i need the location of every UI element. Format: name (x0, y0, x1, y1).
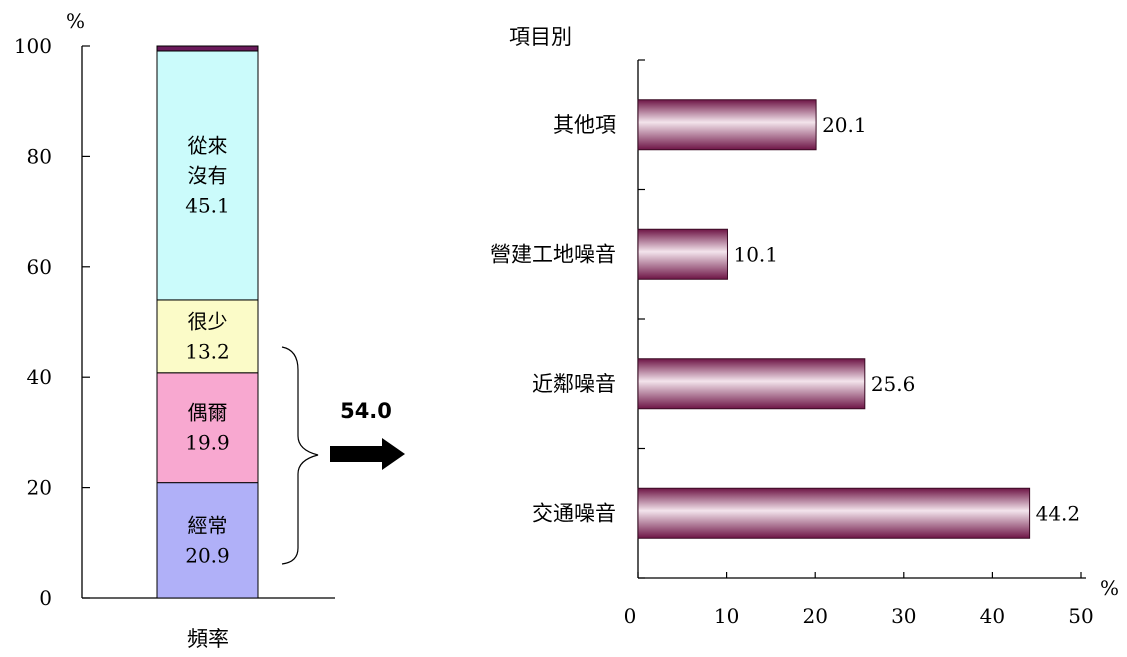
bar (637, 228, 728, 280)
x-tick-label: 40 (980, 604, 1005, 628)
x-tick-label: 20 (802, 604, 827, 628)
y-axis-ticks: 0 20 40 60 80 100 (14, 34, 90, 610)
x-axis-ticks: 0 10 20 30 40 50 (624, 572, 1094, 628)
y-tick-label: 20 (27, 476, 52, 500)
chart-title: 項目別 (509, 25, 572, 49)
category-label: 近鄰噪音 (532, 372, 616, 396)
category-label: 其他項 (553, 113, 616, 137)
segment-label: 19.9 (185, 431, 230, 455)
value-label: 44.2 (1036, 501, 1081, 525)
y-axis-unit-label: % (66, 9, 85, 33)
x-axis-title: 頻率 (187, 627, 229, 651)
y-tick-label: 80 (27, 144, 52, 168)
stacked-segment (156, 45, 259, 52)
segment-label: 13.2 (185, 339, 230, 363)
x-axis-unit-label: % (1100, 576, 1119, 600)
value-label: 25.6 (871, 372, 916, 396)
bar (637, 358, 866, 410)
category-ticks (638, 59, 645, 579)
stacked-segment (156, 482, 259, 599)
y-tick-label: 60 (27, 255, 52, 279)
segment-label: 從來 (188, 133, 228, 157)
segment-label: 20.9 (185, 543, 230, 567)
segment-label: 沒有 (188, 163, 228, 187)
bracket-total-label: 54.0 (340, 399, 392, 423)
segment-label: 45.1 (185, 193, 230, 217)
bracket (281, 346, 319, 565)
segment-label: 經常 (188, 513, 228, 537)
arrow-icon (330, 438, 405, 470)
bar (637, 99, 817, 151)
stacked-segment (156, 299, 259, 374)
value-label: 10.1 (733, 242, 778, 266)
y-tick-label: 0 (39, 586, 52, 610)
segment-label: 很少 (188, 309, 228, 333)
value-label: 20.1 (822, 113, 867, 137)
stacked-segment (156, 50, 259, 301)
x-tick-label: 10 (714, 604, 739, 628)
x-tick-label: 30 (891, 604, 916, 628)
y-tick-label: 100 (14, 34, 52, 58)
category-label: 交通噪音 (532, 501, 616, 525)
bars: 其他項 20.1 營建工地噪音 10.1 近鄰噪音 25.6 交通噪音 44.2 (490, 99, 1081, 539)
y-tick-label: 40 (27, 365, 52, 389)
segment-label: 偶爾 (188, 401, 228, 425)
bar (637, 487, 1031, 539)
category-label: 營建工地噪音 (490, 242, 616, 266)
stacked-segment (156, 372, 259, 484)
x-tick-label: 0 (624, 604, 637, 628)
horizontal-category-chart: 項目別 0 10 20 30 40 50 其他項 20.1 營建工地噪音 10.1 近鄰噪音 25.… (490, 25, 1119, 628)
x-tick-label: 50 (1068, 604, 1093, 628)
